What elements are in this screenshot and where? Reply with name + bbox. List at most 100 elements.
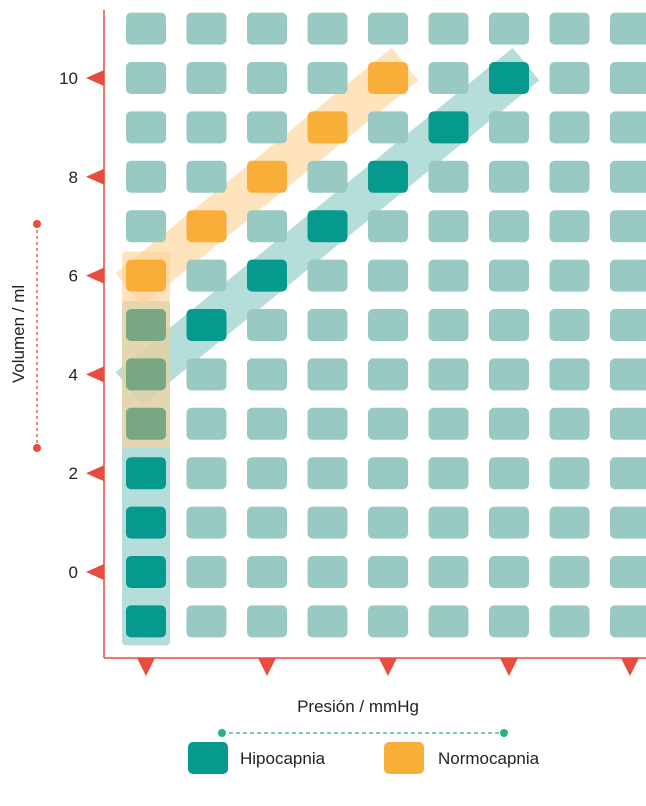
grid-cell [428,605,469,638]
axes: 0 2 4 6 8 10 [33,10,646,737]
grid-cell [247,358,287,391]
cell-normocapnia [307,111,348,144]
grid-cell [186,62,227,94]
grid-cell [549,160,590,193]
grid-cell [489,259,529,292]
grid-cell [368,12,408,45]
y-tick-marker [86,267,104,284]
grid-cell [368,457,408,490]
y-tick-label: 0 [69,563,78,582]
grid-cell [549,358,590,391]
y-tick-label: 10 [59,69,78,88]
grid-cell [186,556,227,588]
grid-cell [126,111,166,144]
grid-cell [368,407,408,440]
y-axis-label: Volumen / ml [9,285,28,383]
grid-cell [428,62,469,94]
grid-cell [489,605,529,638]
grid-cell [186,111,227,144]
grid-cell [428,407,469,440]
grid-cell [247,407,287,440]
grid-cell [186,605,227,638]
grid-cell [428,160,469,193]
grid-cell [549,12,590,45]
grid-cell [247,62,287,94]
y-tick-label: 4 [69,365,78,384]
grid-cell [368,309,408,341]
grid-cell [428,12,469,45]
grid-cell [549,210,590,243]
grid-cell [186,259,227,292]
grid-cell [428,309,469,341]
grid-cell [489,210,529,243]
y-tick-label: 2 [69,464,78,483]
grid-cell [368,210,408,243]
grid-cell [428,210,469,243]
grid-cell [428,457,469,490]
grid-cell [247,457,287,490]
cell-hipocapnia [126,457,166,490]
grid-cell [610,12,646,45]
y-tick-marker [86,465,104,482]
grid-cell [126,160,166,193]
grid-cell [307,407,348,440]
grid-cell [247,309,287,341]
x-label-indicator-dot [218,729,226,737]
grid-cell [549,457,590,490]
grid-cell [368,506,408,539]
x-tick-marker [621,658,639,676]
grid-cell [126,62,166,94]
grid-cell [368,111,408,144]
cell-hipocapnia [186,309,227,341]
grid-cell [610,111,646,144]
grid-cell [549,62,590,94]
grid-cells [126,12,646,638]
y-tick-label: 8 [69,168,78,187]
grid-cell [428,506,469,539]
grid-cell [549,407,590,440]
grid-cell [368,259,408,292]
grid-cell [307,605,348,638]
grid-cell [186,12,227,45]
grid-cell [610,62,646,94]
grid-cell [610,259,646,292]
cell-hipocapnia [307,210,348,243]
grid-cell [489,506,529,539]
grid-cell [610,457,646,490]
grid-cell [307,506,348,539]
legend-swatch-hipocapnia [188,742,228,774]
grid-cell [610,160,646,193]
y-tick-marker [86,366,104,383]
grid-cell [610,506,646,539]
grid-cell [610,407,646,440]
grid-cell [247,605,287,638]
grid-cell [307,62,348,94]
grid-cell [186,358,227,391]
grid-cell [549,506,590,539]
cell-overlap [126,407,166,440]
cell-normocapnia [126,259,166,292]
grid-cell [549,111,590,144]
cell-hipocapnia [126,605,166,638]
grid-cell [247,556,287,588]
grid-cell [549,259,590,292]
x-tick-marker [258,658,276,676]
grid-cell [307,309,348,341]
grid-cell [489,12,529,45]
grid-cell [610,556,646,588]
grid-cell [307,259,348,292]
grid-cell [247,111,287,144]
grid-cell [247,210,287,243]
grid-cell [610,309,646,341]
x-label-indicator-dot [500,729,508,737]
cell-normocapnia [247,160,287,193]
cell-normocapnia [186,210,227,243]
grid-cell [489,457,529,490]
cell-hipocapnia [368,160,408,193]
y-tick-marker [86,564,104,580]
grid-cell [186,457,227,490]
legend-label-hipocapnia: Hipocapnia [240,749,326,768]
cell-hipocapnia [247,259,287,292]
